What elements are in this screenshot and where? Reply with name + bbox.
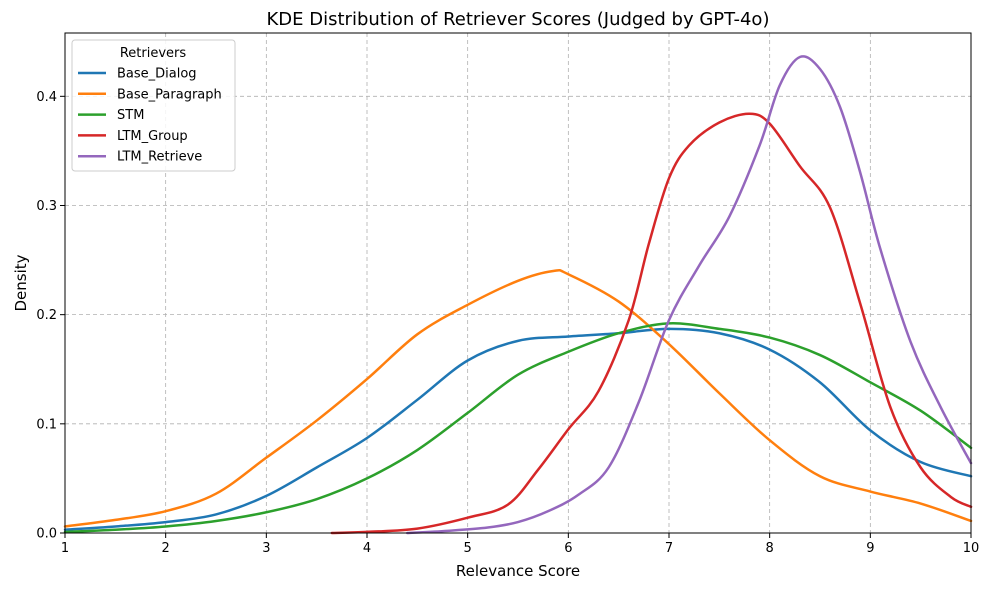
y-tick-label: 0.0 [36, 527, 57, 542]
x-tick-label: 1 [61, 541, 69, 556]
legend-box [71, 39, 236, 172]
legend: Retrievers Base_Dialog Base_Paragraph STM L… [71, 39, 236, 172]
x-tick-label: 9 [866, 541, 874, 556]
legend-label-base-paragraph: Base_Paragraph [117, 87, 222, 102]
series-line-base-dialog [63, 327, 973, 531]
x-axis-ticks: 1 2 3 4 5 6 7 8 9 10 [61, 533, 979, 556]
y-axis-label: Density [12, 254, 30, 311]
x-tick-label: 5 [464, 541, 472, 556]
y-tick-label: 0.1 [36, 417, 57, 432]
legend-label-ltm-group: LTM_Group [117, 129, 188, 144]
series-line-ltm-retrieve [406, 55, 973, 535]
x-tick-label: 10 [963, 541, 980, 556]
x-tick-label: 3 [262, 541, 270, 556]
x-tick-label: 7 [665, 541, 673, 556]
x-tick-label: 2 [162, 541, 170, 556]
y-tick-label: 0.4 [36, 90, 57, 105]
y-tick-label: 0.3 [36, 199, 57, 214]
legend-label-base-dialog: Base_Dialog [117, 67, 197, 82]
x-tick-label: 6 [564, 541, 572, 556]
series-line-stm [63, 322, 973, 534]
series-lines [63, 55, 973, 535]
y-tick-label: 0.2 [36, 308, 57, 323]
plot-frame [64, 32, 972, 534]
legend-items: Base_Dialog Base_Paragraph STM LTM_Group LTM… [78, 67, 222, 165]
y-axis-ticks: 0.0 0.1 0.2 0.3 0.4 [36, 90, 65, 542]
x-tick-label: 8 [766, 541, 774, 556]
series-line-ltm-group [330, 112, 973, 535]
legend-label-ltm-retrieve: LTM_Retrieve [117, 150, 202, 165]
chart-title: KDE Distribution of Retriever Scores (Ju… [267, 9, 770, 30]
series-line-base-paragraph [63, 268, 973, 528]
x-axis-label: Relevance Score [456, 562, 580, 580]
legend-title: Retrievers [120, 46, 187, 61]
legend-label-stm: STM [117, 108, 144, 123]
x-tick-label: 4 [363, 541, 371, 556]
